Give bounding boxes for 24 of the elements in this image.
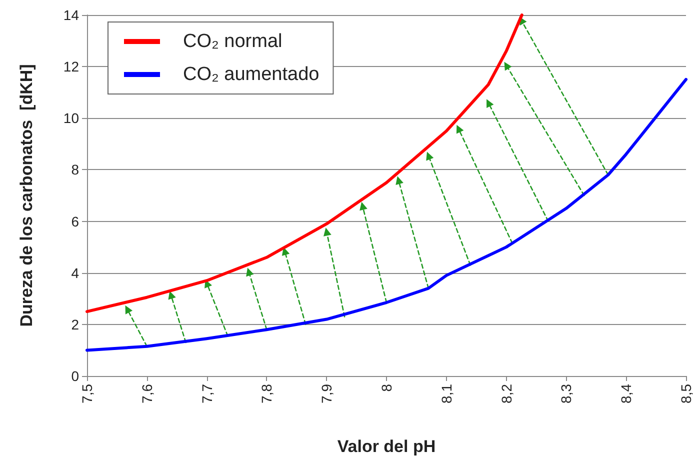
x-axis-title: Valor del pH (337, 437, 436, 456)
x-tick-label: 8,4 (618, 384, 634, 404)
x-tick-label: 7,9 (318, 384, 335, 404)
y-tick-label: 0 (71, 368, 80, 384)
x-tick-label: 7,6 (138, 384, 155, 404)
x-tick-label: 7,8 (258, 384, 275, 404)
y-tick-label: 4 (71, 264, 80, 281)
x-tick-label: 8,5 (678, 384, 693, 404)
y-tick-label: 6 (71, 213, 80, 230)
x-tick-label: 8,2 (498, 384, 514, 404)
legend-label: CO₂ normal (183, 31, 282, 52)
x-tick-label: 8,3 (558, 384, 574, 404)
y-tick-label: 10 (63, 110, 80, 126)
x-tick-label: 7,5 (79, 384, 95, 404)
y-tick-label: 2 (71, 316, 80, 332)
y-axis-title: Dureza de los carbonatos [dKH] (17, 64, 36, 327)
line-series (86, 14, 524, 314)
legend-label: CO₂ aumentado (183, 64, 320, 85)
x-tick-label: 8,1 (438, 384, 454, 404)
x-tick-label: 7,7 (198, 384, 215, 404)
y-tick-label: 8 (71, 162, 80, 178)
x-tick-label: 8 (378, 384, 394, 392)
y-tick-label: 14 (63, 7, 80, 23)
y-tick-label: 12 (63, 58, 80, 75)
